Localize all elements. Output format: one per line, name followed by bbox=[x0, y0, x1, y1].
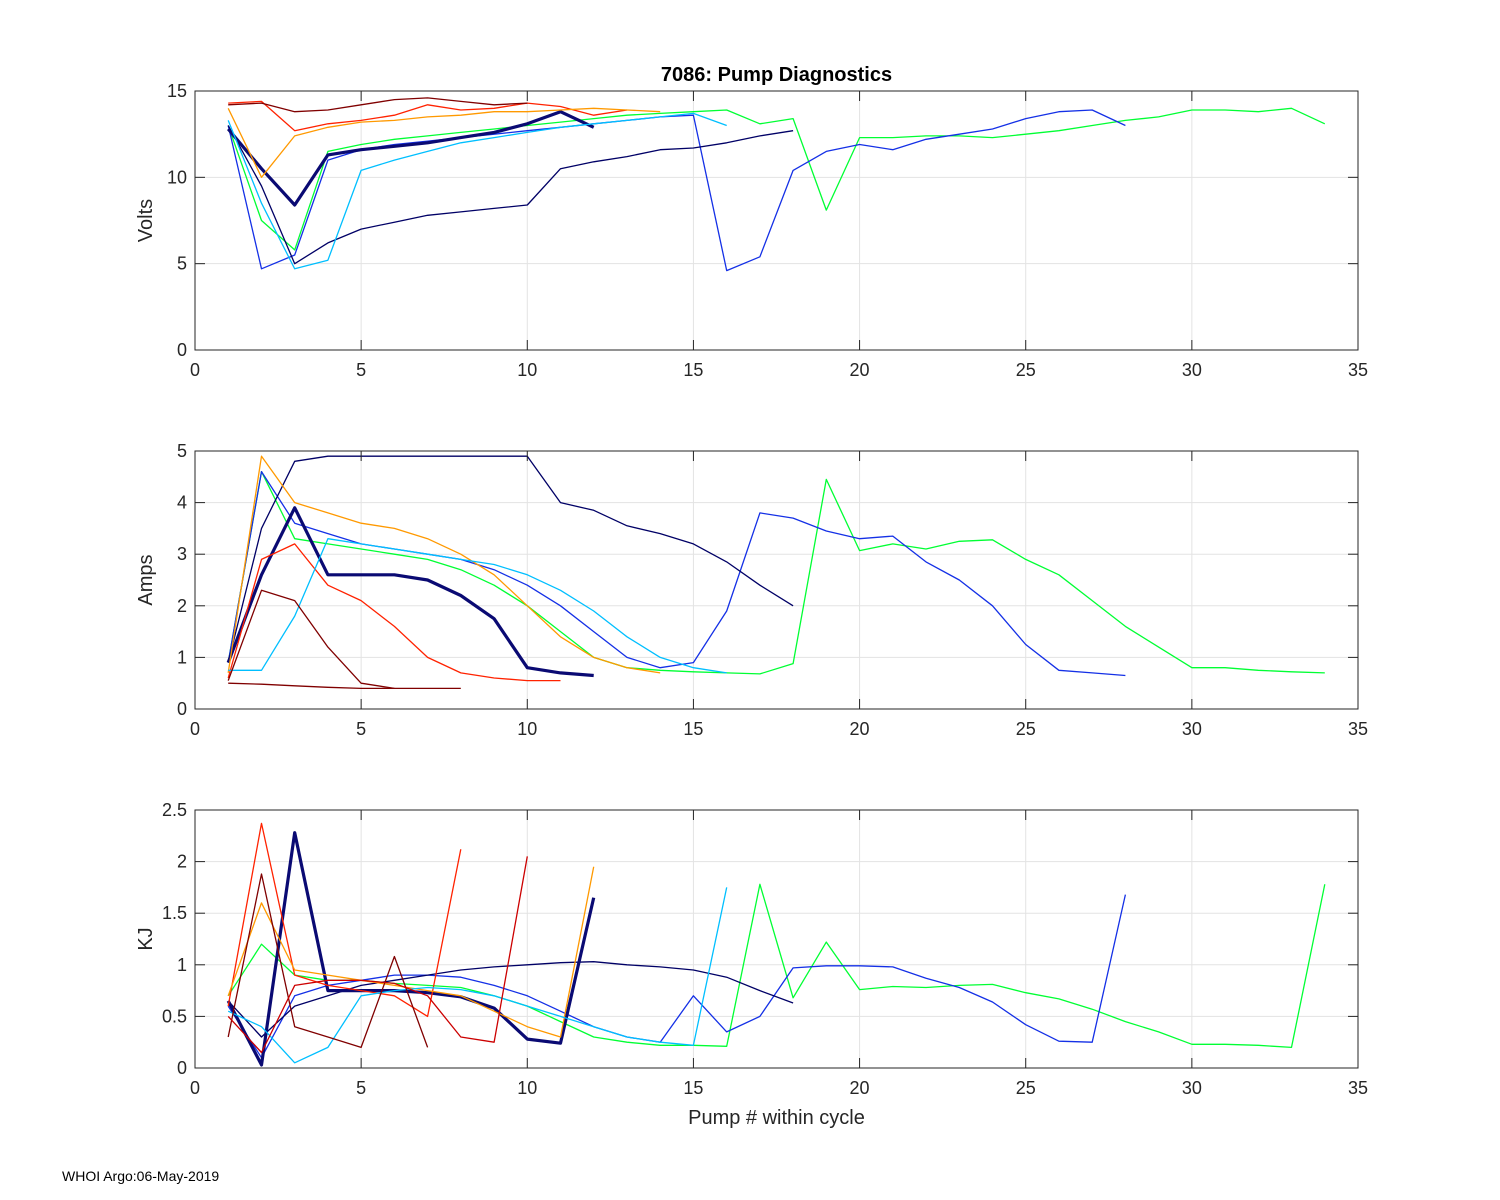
series-line-7 bbox=[227, 112, 727, 270]
x-tick-label: 25 bbox=[1016, 360, 1036, 380]
chart-panel-1: 0 5 10 15 20 25 30 35 0 5 10 15 7086: Pump Diagnosti… bbox=[135, 64, 1368, 380]
x-tick-label: 0 bbox=[190, 1078, 200, 1098]
y-tick-label: 0 bbox=[177, 340, 187, 360]
x-tick-label: 20 bbox=[850, 360, 870, 380]
series-line-8 bbox=[228, 682, 461, 690]
axes-box bbox=[194, 90, 1359, 351]
y-tick-label: 10 bbox=[167, 167, 187, 187]
series-group bbox=[226, 97, 1326, 272]
x-tick-label: 0 bbox=[190, 719, 200, 739]
y-tick-label: 3 bbox=[177, 544, 187, 564]
x-tick-label: 30 bbox=[1182, 360, 1202, 380]
plot-area bbox=[195, 91, 1358, 350]
x-tick-label: 15 bbox=[683, 1078, 703, 1098]
series-line-3 bbox=[227, 455, 794, 663]
plot-area bbox=[195, 451, 1358, 709]
series-line-8 bbox=[227, 873, 429, 1049]
series-line-1 bbox=[227, 883, 1326, 1049]
series-line-4 bbox=[226, 110, 595, 207]
axes-box bbox=[194, 450, 1359, 710]
y-tick-label: 5 bbox=[177, 254, 187, 274]
series-line-9 bbox=[227, 856, 528, 1054]
x-tick-label: 20 bbox=[850, 1078, 870, 1098]
series-line-2 bbox=[227, 894, 1127, 1059]
chart-title: 7086: Pump Diagnostics bbox=[661, 64, 892, 86]
series-line-7 bbox=[227, 887, 728, 1064]
series-line-4 bbox=[226, 831, 596, 1067]
series-line-5 bbox=[228, 100, 628, 132]
y-tick-label: 15 bbox=[167, 81, 187, 101]
series-line-3 bbox=[227, 125, 794, 265]
y-tick-label: 2 bbox=[177, 596, 187, 616]
series-line-9 bbox=[227, 589, 395, 690]
series-line-6 bbox=[227, 107, 661, 178]
footer-label: WHOI Argo:06-May-2019 bbox=[62, 1168, 220, 1184]
y-tick-label: 2.5 bbox=[162, 800, 187, 820]
x-tick-label: 10 bbox=[517, 1078, 537, 1098]
y-tick-label: 4 bbox=[177, 493, 187, 513]
y-tick-label: 1 bbox=[177, 647, 187, 667]
series-line-8 bbox=[228, 97, 528, 113]
axes-box bbox=[194, 809, 1359, 1069]
x-tick-label: 30 bbox=[1182, 1078, 1202, 1098]
y-axis-label: Volts bbox=[135, 199, 157, 242]
y-tick-label: 5 bbox=[177, 441, 187, 461]
x-axis-label: Pump # within cycle bbox=[688, 1107, 865, 1129]
x-tick-label: 35 bbox=[1348, 1078, 1368, 1098]
x-tick-label: 35 bbox=[1348, 360, 1368, 380]
chart-panel-2: 0 5 10 15 20 25 30 35 0 1 2 3 4 5 Amps bbox=[135, 441, 1368, 739]
series-line-5 bbox=[227, 543, 561, 682]
x-tick-label: 15 bbox=[683, 360, 703, 380]
chart-panel-3: 0 5 10 15 20 25 30 35 0 0.5 1 1.5 2 2.5 KJ Pump # withi… bbox=[135, 800, 1368, 1129]
x-tick-label: 20 bbox=[850, 719, 870, 739]
series-line-6 bbox=[227, 866, 595, 1038]
y-axis-label: Amps bbox=[135, 554, 157, 605]
series-line-3 bbox=[227, 961, 794, 1038]
y-tick-label: 1 bbox=[177, 955, 187, 975]
y-tick-label: 0 bbox=[177, 1058, 187, 1078]
series-line-1 bbox=[227, 470, 1325, 675]
series-line-4 bbox=[226, 506, 594, 678]
x-tick-label: 10 bbox=[517, 719, 537, 739]
x-tick-label: 5 bbox=[356, 1078, 366, 1098]
y-tick-label: 2 bbox=[177, 852, 187, 872]
x-tick-label: 25 bbox=[1016, 1078, 1036, 1098]
y-tick-label: 1.5 bbox=[162, 903, 187, 923]
x-tick-label: 10 bbox=[517, 360, 537, 380]
x-tick-label: 30 bbox=[1182, 719, 1202, 739]
series-line-5 bbox=[227, 822, 462, 1018]
series-group bbox=[226, 822, 1326, 1067]
x-tick-label: 25 bbox=[1016, 719, 1036, 739]
y-tick-label: 0 bbox=[177, 699, 187, 719]
x-tick-label: 5 bbox=[356, 719, 366, 739]
series-group bbox=[226, 455, 1325, 690]
series-line-1 bbox=[227, 107, 1326, 251]
x-tick-label: 15 bbox=[683, 719, 703, 739]
x-tick-label: 5 bbox=[356, 360, 366, 380]
x-tick-label: 0 bbox=[190, 360, 200, 380]
y-tick-label: 0.5 bbox=[162, 1006, 187, 1026]
series-line-7 bbox=[228, 538, 727, 674]
y-axis-label: KJ bbox=[135, 927, 157, 950]
x-tick-label: 35 bbox=[1348, 719, 1368, 739]
series-line-6 bbox=[227, 455, 661, 674]
